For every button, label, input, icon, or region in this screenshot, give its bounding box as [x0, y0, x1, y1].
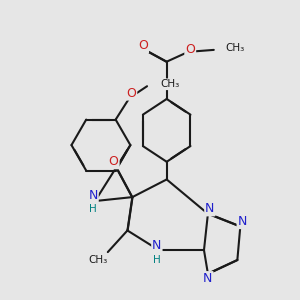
Text: H: H [89, 204, 97, 214]
Text: O: O [126, 87, 136, 100]
Text: CH₃: CH₃ [226, 43, 245, 53]
Text: N: N [203, 272, 213, 285]
Text: N: N [152, 239, 162, 252]
Text: H: H [153, 255, 161, 265]
Text: N: N [88, 189, 98, 202]
Text: CH₃: CH₃ [88, 255, 108, 265]
Text: O: O [185, 44, 195, 56]
Text: O: O [138, 40, 148, 52]
Text: O: O [109, 155, 118, 168]
Text: N: N [205, 202, 214, 215]
Text: CH₃: CH₃ [161, 79, 180, 89]
Text: N: N [238, 215, 247, 228]
